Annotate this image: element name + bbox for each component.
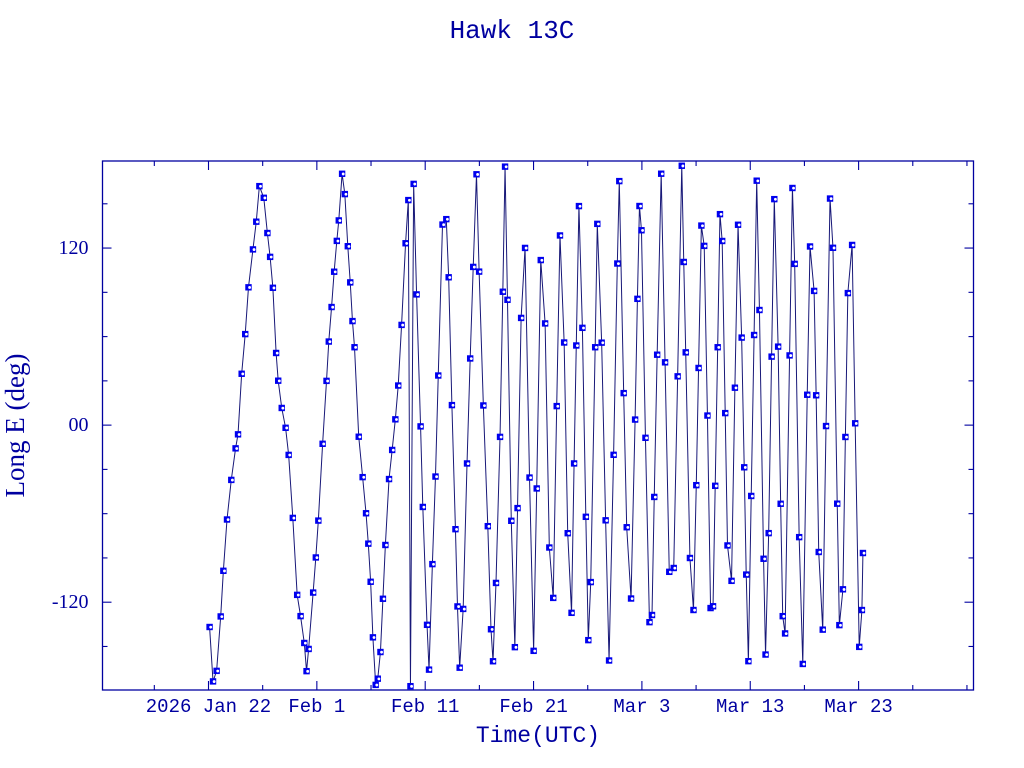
svg-text:Mar 3: Mar 3 — [613, 696, 670, 718]
svg-text:120: 120 — [59, 237, 89, 259]
svg-text:Feb 21: Feb 21 — [499, 696, 567, 718]
svg-text:Hawk 13C: Hawk 13C — [450, 16, 575, 46]
svg-text:Feb 1: Feb 1 — [288, 696, 345, 718]
svg-text:Mar 23: Mar 23 — [824, 696, 892, 718]
svg-text:Long E (deg): Long E (deg) — [0, 354, 30, 498]
svg-text:Time(UTC): Time(UTC) — [476, 723, 600, 749]
svg-text:2026 Jan 22: 2026 Jan 22 — [146, 696, 271, 718]
svg-text:-120: -120 — [52, 591, 89, 613]
svg-text:Feb 11: Feb 11 — [391, 696, 459, 718]
svg-text:00: 00 — [69, 414, 89, 436]
svg-text:Mar 13: Mar 13 — [716, 696, 784, 718]
